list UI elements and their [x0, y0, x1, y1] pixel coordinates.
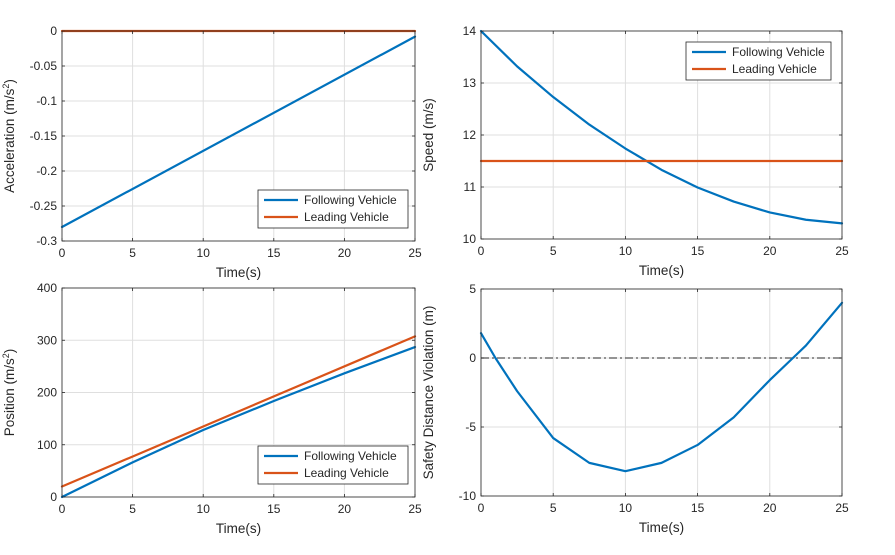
- x-axis-label: Time(s): [639, 263, 684, 278]
- y-tick-label: 0: [469, 351, 476, 365]
- series-line-following-vehicle: [479, 29, 844, 225]
- legend-box: [257, 189, 409, 229]
- legend-entry: Following Vehicle: [304, 193, 397, 207]
- legend: Following Vehicle Leading Vehicle: [685, 41, 832, 81]
- legend-entry: Leading Vehicle: [732, 62, 817, 76]
- x-tick-label: 25: [408, 246, 422, 260]
- y-axis-label-superscript: 2: [1, 353, 11, 358]
- x-axis-label: Time(s): [216, 265, 261, 280]
- y-tick-label: -0.2: [36, 164, 57, 178]
- y-tick-label: 0: [50, 24, 57, 38]
- x-tick-label: 20: [338, 246, 352, 260]
- x-tick-label: 15: [691, 501, 705, 515]
- x-tick-label: 15: [267, 502, 281, 516]
- y-tick-label: 12: [463, 128, 477, 142]
- legend-entry: Leading Vehicle: [304, 210, 389, 224]
- chart-safety: 0 5 10 15 20 25 -10 -5 0 5 Time(s) Safety Distance …: [421, 282, 849, 535]
- series-line-safety-distance-violation: [479, 301, 844, 473]
- y-axis-label-superscript: 2: [1, 84, 11, 89]
- y-axis-label: Speed (m/s): [421, 98, 436, 172]
- x-tick-label: 15: [267, 246, 281, 260]
- axes-box: [480, 288, 843, 497]
- y-tick-label: 200: [37, 386, 57, 400]
- legend: Following Vehicle Leading Vehicle: [257, 445, 409, 485]
- legend: Following Vehicle Leading Vehicle: [257, 189, 409, 229]
- y-tick-label: -0.3: [36, 234, 57, 248]
- y-tick-label: 10: [463, 232, 477, 246]
- series-line-following-vehicle: [60, 35, 417, 229]
- x-axis-label: Time(s): [216, 521, 261, 536]
- y-tick-label: 400: [37, 281, 57, 295]
- legend-box: [685, 41, 832, 81]
- x-tick-label: 0: [59, 502, 66, 516]
- y-axis-label-end: ): [2, 349, 17, 354]
- y-axis-label: Acceleration (m/s2): [1, 79, 17, 193]
- y-tick-label: 100: [37, 438, 57, 452]
- x-tick-label: 0: [59, 246, 66, 260]
- series-line-leading-vehicle: [60, 335, 417, 488]
- y-tick-label: -0.15: [30, 129, 58, 143]
- y-tick-label: 14: [463, 24, 477, 38]
- y-tick-label: -5: [465, 420, 476, 434]
- chart-position: 0 5 10 15 20 25 0 100 200 300 400 Time(s) Position (…: [1, 281, 422, 536]
- x-tick-label: 20: [763, 501, 777, 515]
- chart-speed: 0 5 10 15 20 25 10 11 12 13 14 Time(s) Speed (m/s) Fo…: [421, 24, 849, 278]
- legend-entry: Following Vehicle: [304, 449, 397, 463]
- y-tick-label: 300: [37, 333, 57, 347]
- x-tick-label: 25: [408, 502, 422, 516]
- y-tick-label: -0.25: [30, 199, 58, 213]
- y-tick-label: 5: [469, 282, 476, 296]
- y-tick-label: 13: [463, 76, 477, 90]
- x-tick-label: 5: [129, 502, 136, 516]
- x-tick-label: 15: [691, 244, 705, 258]
- x-tick-label: 10: [619, 501, 633, 515]
- x-tick-label: 10: [197, 246, 211, 260]
- y-tick-label: 0: [50, 490, 57, 504]
- x-tick-label: 0: [478, 501, 485, 515]
- y-axis-label: Position (m/s2): [1, 349, 17, 437]
- chart-acceleration: 0 5 10 15 20 25 -0.3 -0.25 -0.2 -0.15 -0.1 -0.05 0 Ti…: [1, 24, 422, 280]
- series-line-following-vehicle: [60, 345, 417, 499]
- x-tick-label: 20: [338, 502, 352, 516]
- x-tick-label: 20: [763, 244, 777, 258]
- y-tick-label: -0.1: [36, 94, 57, 108]
- x-tick-label: 5: [129, 246, 136, 260]
- x-tick-label: 5: [550, 501, 557, 515]
- y-tick-label: 11: [464, 180, 477, 194]
- x-tick-label: 10: [619, 244, 633, 258]
- y-axis-label-end: ): [2, 79, 17, 84]
- legend-box: [257, 445, 409, 485]
- x-tick-label: 5: [550, 244, 557, 258]
- y-tick-label: -10: [459, 489, 477, 503]
- x-tick-label: 25: [835, 244, 849, 258]
- y-axis-label: Safety Distance Violation (m): [421, 306, 436, 480]
- plot-area: [481, 289, 842, 496]
- legend-entry: Leading Vehicle: [304, 466, 389, 480]
- x-tick-label: 25: [835, 501, 849, 515]
- x-tick-label: 0: [478, 244, 485, 258]
- x-axis-label: Time(s): [639, 520, 684, 535]
- x-tick-label: 10: [197, 502, 211, 516]
- legend-entry: Following Vehicle: [732, 45, 825, 59]
- y-tick-label: -0.05: [30, 59, 58, 73]
